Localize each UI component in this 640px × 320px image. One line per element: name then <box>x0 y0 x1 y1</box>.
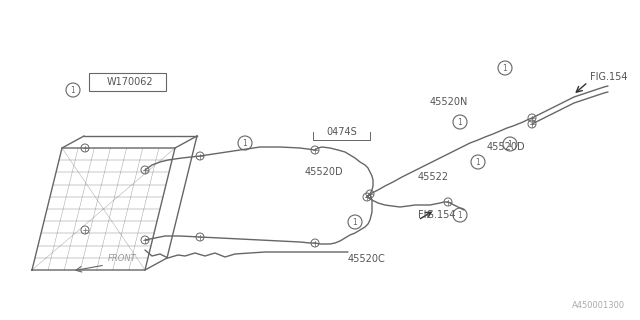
Text: FIG.154: FIG.154 <box>590 72 627 82</box>
Text: 1: 1 <box>243 139 248 148</box>
Text: 45520D: 45520D <box>305 167 344 177</box>
Text: 0474S: 0474S <box>326 127 357 137</box>
Text: 1: 1 <box>508 140 513 148</box>
Text: 1: 1 <box>353 218 357 227</box>
Text: 1: 1 <box>70 85 76 94</box>
Text: 45522: 45522 <box>418 172 449 182</box>
Text: W170062: W170062 <box>106 77 153 87</box>
FancyBboxPatch shape <box>89 73 166 91</box>
Text: 45520C: 45520C <box>348 254 386 264</box>
Text: 1: 1 <box>458 117 462 126</box>
Text: 45520D: 45520D <box>487 142 525 152</box>
Text: 1: 1 <box>502 63 508 73</box>
Text: A450001300: A450001300 <box>572 301 625 310</box>
Text: 1: 1 <box>458 211 462 220</box>
Text: 45520N: 45520N <box>430 97 468 107</box>
Text: FIG.154: FIG.154 <box>418 210 456 220</box>
Text: FRONT: FRONT <box>108 254 137 263</box>
Text: 1: 1 <box>476 157 481 166</box>
